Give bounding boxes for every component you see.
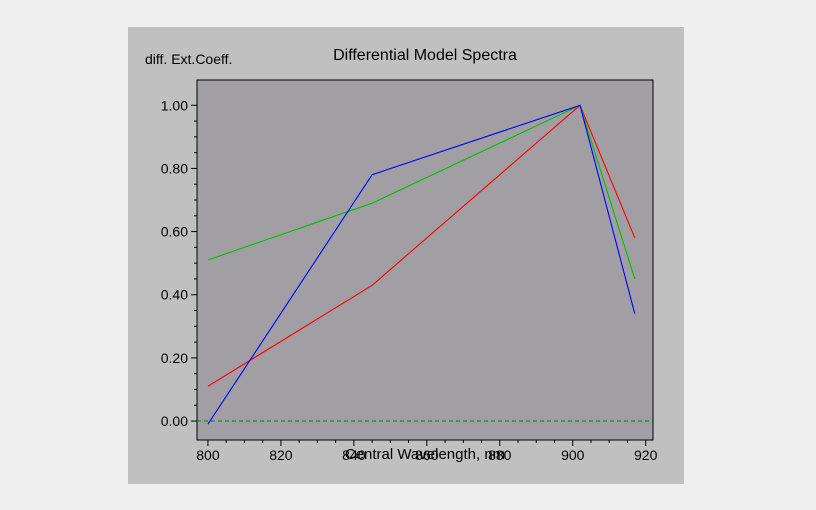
x-tick-label: 820 <box>269 447 293 463</box>
series-line-1 <box>207 104 636 387</box>
y-tick-label: 1.00 <box>161 97 188 113</box>
x-tick-label: 840 <box>342 447 366 463</box>
y-axis-label: diff. Ext.Coeff. <box>145 51 232 67</box>
chart-panel: Differential Model Spectra diff. Ext.Coe… <box>128 27 684 484</box>
y-tick-label: 0.00 <box>161 413 188 429</box>
x-tick-label: 860 <box>415 447 439 463</box>
y-tick-label: 0.60 <box>161 224 188 240</box>
x-axis-label: Central Wavelength, nm <box>345 446 505 463</box>
x-tick-label: 920 <box>634 447 658 463</box>
y-tick-label: 0.40 <box>161 287 188 303</box>
y-tick-label: 0.80 <box>161 160 188 176</box>
series-line-2 <box>207 104 636 280</box>
plot-area <box>196 79 654 441</box>
x-tick-label: 880 <box>488 447 512 463</box>
chart-svg: Differential Model Spectra diff. Ext.Coe… <box>145 47 658 463</box>
y-tick-label: 0.20 <box>161 350 188 366</box>
x-tick-label: 800 <box>196 447 220 463</box>
x-tick-label: 900 <box>561 447 585 463</box>
series-line-3 <box>207 104 636 425</box>
chart-title: Differential Model Spectra <box>333 47 517 64</box>
